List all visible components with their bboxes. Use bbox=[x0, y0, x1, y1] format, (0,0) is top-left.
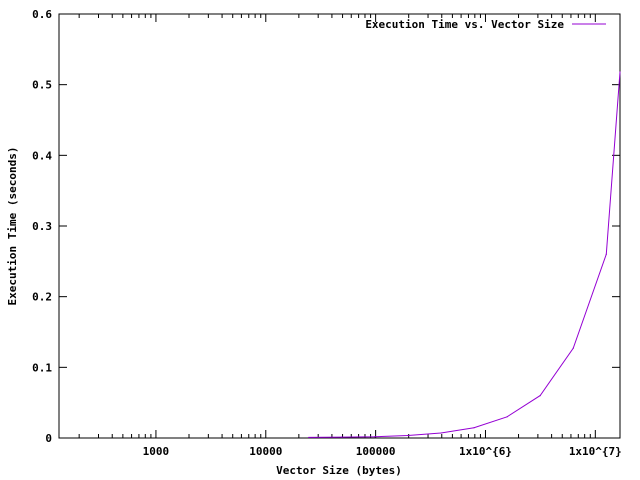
x-tick-label: 1x10^{6} bbox=[459, 445, 512, 458]
x-axis-title: Vector Size (bytes) bbox=[276, 464, 402, 477]
x-tick-label: 10000 bbox=[249, 445, 282, 458]
series-layer bbox=[308, 71, 621, 439]
y-tick-label: 0.3 bbox=[32, 220, 52, 233]
data-point bbox=[506, 416, 508, 418]
data-point bbox=[308, 436, 310, 439]
data-point bbox=[374, 436, 376, 438]
legend: Execution Time vs. Vector Size bbox=[365, 18, 606, 31]
data-point bbox=[605, 253, 607, 255]
axis-tick-labels: 0 0.1 0.2 0.3 0.4 0.5 0.6 1000 10000 100000 1x10^{… bbox=[32, 8, 622, 458]
data-point bbox=[440, 432, 442, 434]
y-tick-label: 0.5 bbox=[32, 79, 52, 92]
series-line bbox=[308, 71, 621, 438]
y-tick-label: 0.4 bbox=[32, 149, 52, 162]
data-point bbox=[572, 347, 574, 349]
data-point bbox=[473, 427, 475, 429]
axis-ticks bbox=[59, 13, 620, 439]
data-point bbox=[341, 436, 343, 438]
data-point bbox=[407, 434, 409, 437]
y-axis-title: Execution Time (seconds) bbox=[6, 147, 19, 306]
legend-label: Execution Time vs. Vector Size bbox=[365, 18, 564, 31]
y-tick-label: 0.1 bbox=[32, 361, 52, 374]
y-tick-label: 0.2 bbox=[32, 291, 52, 304]
x-tick-label: 100000 bbox=[356, 445, 396, 458]
data-point bbox=[539, 395, 541, 397]
x-tick-label: 1x10^{7} bbox=[569, 445, 622, 458]
y-tick-label: 0.6 bbox=[32, 8, 52, 21]
x-tick-label: 1000 bbox=[143, 445, 170, 458]
plot-frame bbox=[58, 13, 621, 439]
y-tick-label: 0 bbox=[45, 432, 52, 445]
data-point bbox=[619, 71, 621, 73]
